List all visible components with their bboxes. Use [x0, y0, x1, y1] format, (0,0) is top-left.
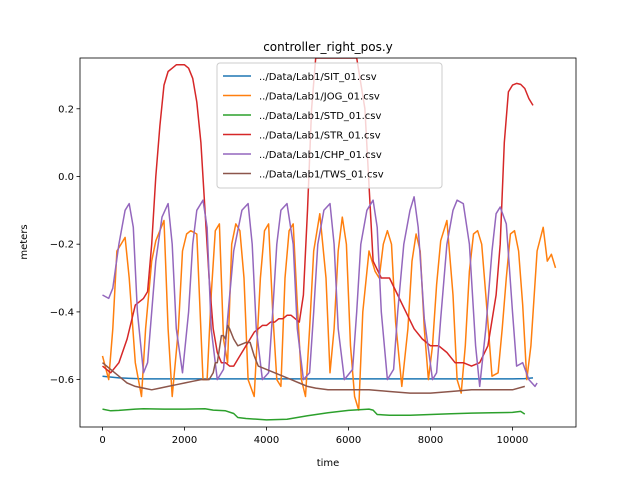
legend-label: ../Data/Lab1/SIT_01.csv — [259, 72, 377, 83]
legend-label: ../Data/Lab1/JOG_01.csv — [259, 92, 380, 103]
x-tick-label: 6000 — [336, 435, 361, 446]
legend-label: ../Data/Lab1/STR_01.csv — [259, 131, 381, 142]
x-tick-label: 2000 — [172, 435, 197, 446]
plot-frame — [79, 57, 577, 428]
y-tick-label: −0.6 — [50, 375, 74, 386]
legend-label: ../Data/Lab1/CHP_01.csv — [259, 150, 382, 161]
series-line-1 — [101, 212, 557, 411]
series-line-3 — [102, 58, 534, 374]
y-tick-label: −0.4 — [50, 307, 74, 318]
series-layer — [101, 58, 557, 421]
series-line-4 — [102, 196, 538, 388]
y-tick-label: −0.2 — [50, 240, 74, 251]
y-axis: −0.6 −0.4 −0.2 0.0 0.2 — [50, 104, 80, 386]
x-tick-label: 0 — [99, 435, 105, 446]
x-tick-label: 4000 — [254, 435, 279, 446]
y-axis-label: meters — [19, 224, 30, 259]
y-tick-label: 0.2 — [58, 104, 74, 115]
x-axis-label: time — [317, 458, 340, 469]
legend-label: ../Data/Lab1/TWS_01.csv — [259, 170, 384, 181]
chart-title: controller_right_pos.y — [263, 40, 393, 54]
series-line-0 — [102, 375, 534, 380]
x-axis: 0 2000 4000 6000 8000 10000 — [99, 427, 528, 446]
x-tick-label: 10000 — [497, 435, 529, 446]
x-tick-label: 8000 — [418, 435, 443, 446]
legend: ../Data/Lab1/SIT_01.csv ../Data/Lab1/JOG_… — [216, 62, 443, 189]
series-line-5 — [102, 324, 525, 394]
legend-label: ../Data/Lab1/STD_01.csv — [259, 111, 382, 122]
y-tick-label: 0.0 — [58, 172, 74, 183]
series-line-2 — [102, 407, 526, 421]
legend-box — [216, 62, 443, 189]
